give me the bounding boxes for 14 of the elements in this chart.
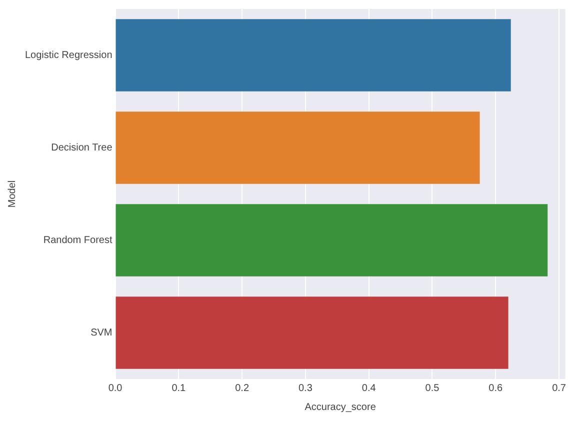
- x-tick-label: 0.3: [298, 382, 313, 394]
- y-tick-label: Logistic Regression: [25, 50, 112, 61]
- x-tick-label: 0.5: [425, 382, 440, 394]
- x-tick-label: 0.4: [362, 382, 376, 394]
- y-tick-label: SVM: [90, 328, 112, 338]
- y-axis-title: Model: [6, 180, 18, 208]
- x-axis-title: Accuracy_score: [304, 402, 376, 413]
- x-tick-label: 0.2: [235, 382, 250, 394]
- x-tick-label: 0.1: [172, 382, 186, 394]
- x-tick-label: 0.6: [488, 382, 504, 394]
- x-tick-label: 0.7: [552, 382, 566, 394]
- y-tick-label: Decision Tree: [51, 142, 113, 154]
- x-tick-label: 0.0: [108, 382, 123, 394]
- y-tick-label: Random Forest: [43, 235, 112, 246]
